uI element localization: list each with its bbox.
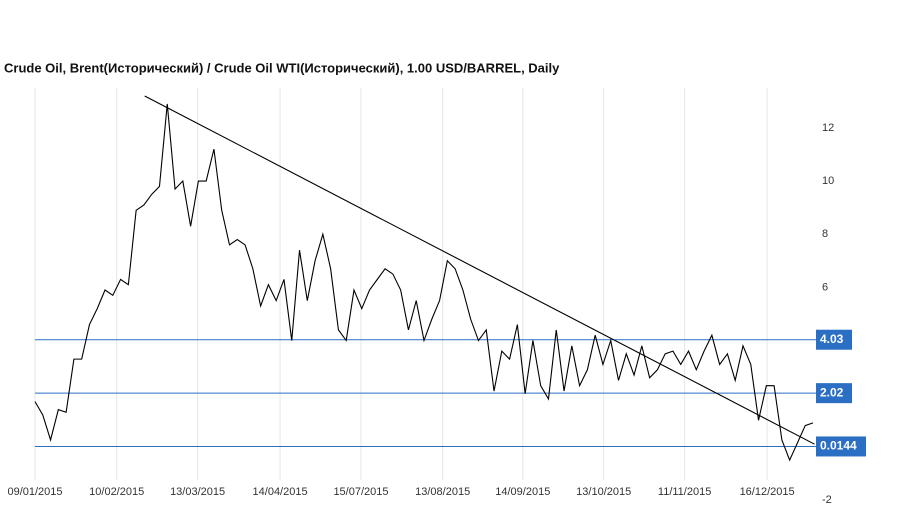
x-tick-label: 14/04/2015 <box>253 486 308 498</box>
x-tick-label: 09/01/2015 <box>7 486 62 498</box>
x-tick-label: 16/12/2015 <box>740 486 795 498</box>
y-tick-label: 12 <box>822 122 834 134</box>
y-tick-label: -2 <box>822 494 832 506</box>
x-tick-label: 13/08/2015 <box>415 486 470 498</box>
level-label-box <box>816 383 852 404</box>
level-label-box <box>816 329 852 350</box>
x-tick-label: 13/10/2015 <box>576 486 631 498</box>
x-tick-label: 13/03/2015 <box>170 486 225 498</box>
level-label: 0.0144 <box>820 439 857 453</box>
level-label-box <box>816 436 866 457</box>
x-tick-label: 10/02/2015 <box>89 486 144 498</box>
trend-line <box>144 95 815 445</box>
level-label: 4.03 <box>820 332 844 346</box>
data-line <box>34 103 814 462</box>
y-tick-label: 8 <box>822 228 828 240</box>
x-tick-label: 15/07/2015 <box>333 486 388 498</box>
chart-title: Crude Oil, Brent(Исторический) / Crude O… <box>4 60 560 75</box>
y-tick-label: 6 <box>822 281 828 293</box>
x-tick-label: 14/09/2015 <box>495 486 550 498</box>
y-tick-label: 10 <box>822 175 834 187</box>
x-tick-label: 11/11/2015 <box>658 486 711 498</box>
level-label: 2.02 <box>820 385 844 399</box>
